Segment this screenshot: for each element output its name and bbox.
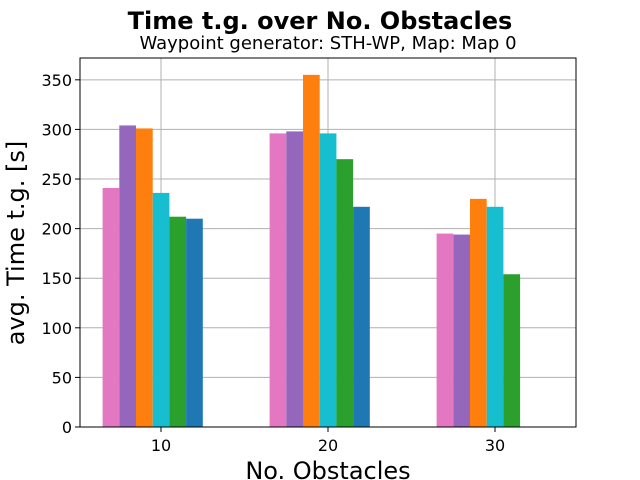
chart-subtitle: Waypoint generator: STH-WP, Map: Map 0 (139, 33, 516, 54)
bar (436, 233, 454, 427)
y-axis-label: avg. Time t.g. [s] (2, 141, 30, 346)
y-tick-label: 350 (41, 71, 72, 90)
bar (169, 216, 187, 427)
bar (152, 192, 170, 427)
y-tick-label: 150 (41, 269, 72, 288)
bar (303, 74, 320, 427)
x-tick-label: 20 (318, 436, 338, 455)
y-tick-label: 200 (41, 220, 72, 239)
y-tick-label: 250 (41, 170, 72, 189)
axis-ticks: 0 50 100 150 200 250 300 350 10 20 30 (41, 71, 505, 455)
bar (503, 274, 521, 427)
bar (353, 206, 370, 427)
y-tick-label: 100 (41, 319, 72, 338)
x-tick-label: 30 (485, 436, 505, 455)
y-tick-label: 50 (52, 368, 72, 387)
bar (136, 128, 153, 427)
y-tick-label: 0 (62, 418, 72, 437)
bar (486, 206, 504, 427)
bar (336, 159, 354, 427)
chart-title: Time t.g. over No. Obstacles (128, 7, 513, 35)
bars (102, 74, 521, 428)
bar (119, 125, 136, 428)
bar (269, 133, 287, 428)
bar (470, 198, 487, 427)
bar (286, 131, 303, 427)
bar (102, 187, 120, 427)
x-axis-label: No. Obstacles (245, 457, 410, 480)
bar (453, 234, 470, 427)
bar (186, 218, 203, 427)
y-tick-label: 300 (41, 120, 72, 139)
x-tick-label: 10 (151, 436, 171, 455)
bar (319, 133, 337, 428)
